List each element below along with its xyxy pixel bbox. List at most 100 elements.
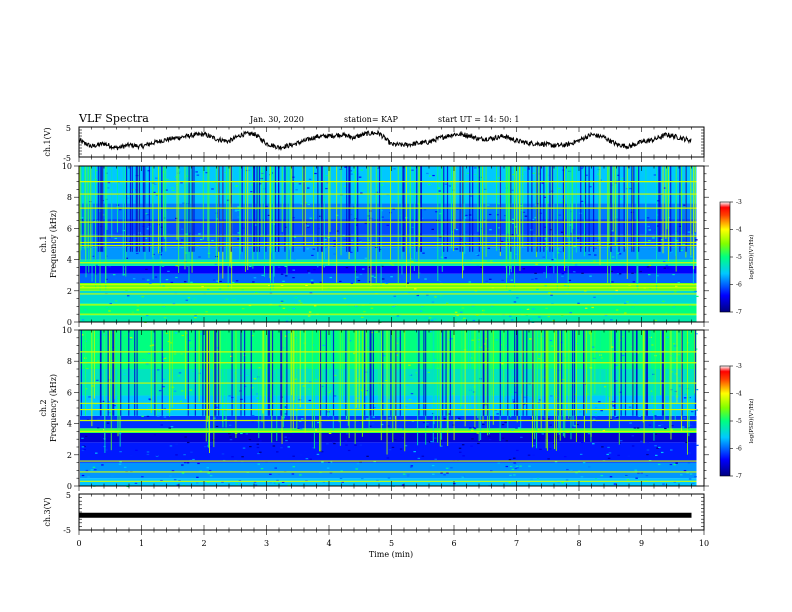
spectrogram-cell xyxy=(108,266,111,268)
spectrogram-cell xyxy=(190,280,193,283)
spectrogram-cell xyxy=(508,459,512,461)
spectrogram-cell xyxy=(293,421,296,423)
spectrogram-cell xyxy=(550,368,554,370)
spectrogram-cell xyxy=(304,222,307,224)
spectrogram-cell xyxy=(311,254,314,257)
spectrogram-cell xyxy=(317,421,320,424)
ch1-spectrogram-ylabel-line2: Frequency (kHz) xyxy=(49,210,58,278)
spectrogram-gap xyxy=(253,166,255,252)
spectrogram-cell xyxy=(376,479,379,482)
spectrogram-cell xyxy=(627,218,631,221)
spectrogram-cell xyxy=(673,343,676,345)
spectrogram-sferic xyxy=(88,166,90,273)
spectrogram-cell xyxy=(546,201,549,203)
spectrogram-gap xyxy=(378,166,381,252)
spectrogram-sferic xyxy=(367,166,369,286)
spectrogram-cell xyxy=(108,412,112,414)
spectrogram-cell xyxy=(514,385,517,387)
spectrogram-gap xyxy=(244,330,246,416)
spectrogram-cell xyxy=(439,212,442,215)
spectrogram-cell xyxy=(162,386,165,388)
spectrogram-gap xyxy=(214,330,216,416)
spectrogram-cell xyxy=(522,268,526,270)
spectrogram-cell xyxy=(512,399,515,401)
ch1-spectrogram-ylabel-line1: ch.1 xyxy=(39,235,48,252)
spectrogram-cell xyxy=(494,220,498,222)
spectrogram-cell xyxy=(612,331,616,333)
spectrogram-cell xyxy=(692,482,695,485)
spectrogram-cell xyxy=(149,399,152,401)
spectrogram-sferic xyxy=(446,330,448,431)
spectrogram-sferic xyxy=(546,330,548,451)
spectrogram-cell xyxy=(131,311,135,313)
spectrogram-cell xyxy=(321,461,324,463)
spectrogram-cell xyxy=(661,424,664,426)
spectrogram-sferic xyxy=(354,330,356,444)
spectrogram-cell xyxy=(543,430,547,432)
spectrogram-cell xyxy=(483,177,486,179)
spectrogram-cell xyxy=(360,169,363,171)
spectrogram-sferic xyxy=(507,166,509,234)
spectrogram-band xyxy=(80,219,697,235)
spectrogram-cell xyxy=(119,451,122,453)
spectrogram-cell xyxy=(544,359,547,362)
spectrogram-cell xyxy=(391,264,395,266)
spectrogram-sferic xyxy=(522,166,524,247)
spectrogram-cell xyxy=(329,390,333,392)
spectrogram-cell xyxy=(356,397,360,399)
spectrogram-cell xyxy=(153,174,157,176)
spectrogram-cell xyxy=(581,166,585,168)
spectrogram-cell xyxy=(475,254,479,256)
spectrogram-cell xyxy=(526,308,530,310)
spectrogram-cell xyxy=(573,425,577,427)
spectrogram-cell xyxy=(445,302,449,304)
spectrogram-cell xyxy=(286,317,289,319)
spectrogram-gap xyxy=(278,166,280,252)
spectrogram-cell xyxy=(552,320,555,322)
spectrogram-cell xyxy=(398,278,402,280)
spectrogram-cell xyxy=(215,425,219,428)
spectrogram-cell xyxy=(182,202,185,204)
spectrogram-gap xyxy=(624,330,627,416)
spectrogram-cell xyxy=(404,406,408,408)
spectrogram-cell xyxy=(508,482,512,484)
spectrogram-sferic xyxy=(252,166,254,269)
spectrogram-cell xyxy=(161,301,165,304)
spectrogram-cell xyxy=(152,381,155,383)
spectrogram-cell xyxy=(364,393,367,395)
spectrogram-gap xyxy=(445,330,447,416)
spectrogram-cell xyxy=(466,172,470,174)
ch2-spectrogram-heatmap xyxy=(80,330,699,488)
spectrogram-sferic xyxy=(229,166,231,267)
spectrogram-sferic xyxy=(564,330,566,406)
spectrogram-cell xyxy=(670,251,673,253)
spectrogram-cell xyxy=(628,406,632,408)
spectrogram-cell xyxy=(434,296,437,298)
spectrogram-cell xyxy=(287,446,291,448)
spectrogram-sferic xyxy=(290,330,292,433)
spectrogram-cell xyxy=(81,437,84,439)
spectrogram-cell xyxy=(200,333,203,335)
spectrogram-cell xyxy=(653,174,657,176)
spectrogram-cell xyxy=(654,319,658,321)
spectrogram-cell xyxy=(455,228,459,231)
spectrogram-cell xyxy=(390,276,393,278)
spectrogram-cell xyxy=(161,337,165,339)
spectrogram-cell xyxy=(589,275,592,277)
spectrogram-cell xyxy=(621,177,625,180)
spectrogram-cell xyxy=(105,255,108,257)
spectrogram-cell xyxy=(284,413,287,415)
spectrogram-cell xyxy=(135,449,138,451)
spectrogram-cell xyxy=(594,477,598,480)
spectrogram-cell xyxy=(177,375,180,377)
spectrogram-cell xyxy=(520,187,523,189)
spectrogram-cell xyxy=(488,213,492,216)
spectrogram-sferic xyxy=(162,166,164,236)
spectrogram-cell xyxy=(174,176,178,178)
spectrogram-cell xyxy=(364,222,368,224)
spectrogram-sferic xyxy=(536,330,538,430)
spectrogram-cell xyxy=(159,261,163,263)
spectrogram-cell xyxy=(320,451,324,453)
spectrogram-cell xyxy=(230,379,233,381)
